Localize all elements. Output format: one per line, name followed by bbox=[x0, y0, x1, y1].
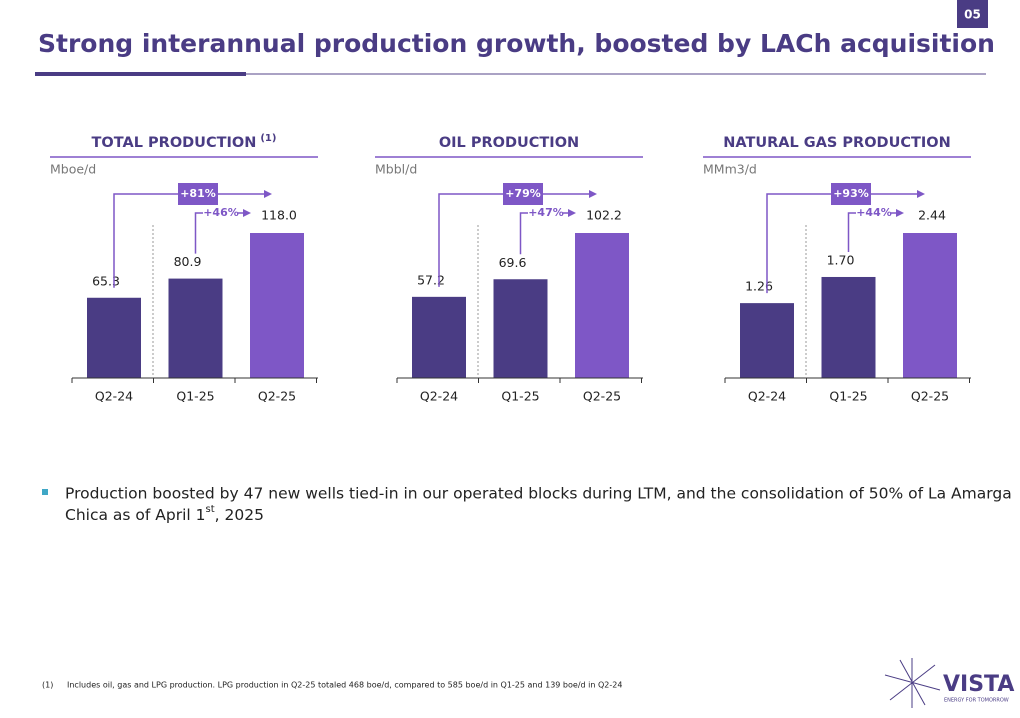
yoy-arrow bbox=[438, 193, 590, 287]
unit-label: Mboe/d bbox=[50, 162, 96, 177]
page-badge bbox=[957, 0, 988, 28]
yoy-label: +79% bbox=[505, 187, 541, 200]
value-label: 2.44 bbox=[918, 208, 946, 223]
yoy-label: +93% bbox=[833, 187, 869, 200]
qoq-label: +47% bbox=[528, 206, 564, 219]
footnote-text: Includes oil, gas and LPG production. LP… bbox=[67, 681, 622, 690]
bar bbox=[575, 233, 629, 378]
x-tick-label: Q2-25 bbox=[911, 389, 949, 404]
x-tick-label: Q2-24 bbox=[95, 389, 133, 404]
yoy-arrow bbox=[113, 193, 265, 288]
slide-title: Strong interannual production growth, bo… bbox=[38, 29, 995, 58]
arrow-head bbox=[917, 190, 925, 198]
logo-name: VISTA bbox=[943, 672, 1014, 697]
bullet-text: Chica as of April 1st, 2025 bbox=[65, 504, 264, 524]
logo-tagline: ENERGY FOR TOMORROW bbox=[944, 698, 1009, 704]
value-label: 69.6 bbox=[499, 255, 527, 270]
value-label: 57.2 bbox=[417, 272, 445, 287]
x-tick-label: Q2-24 bbox=[748, 389, 786, 404]
unit-label: Mbbl/d bbox=[375, 162, 417, 177]
chart-title: NATURAL GAS PRODUCTION bbox=[723, 135, 951, 151]
qoq-arrow bbox=[194, 212, 244, 254]
bullet-sup: st bbox=[205, 504, 214, 515]
bar bbox=[250, 233, 304, 378]
bar bbox=[493, 279, 548, 378]
qoq-label: +44% bbox=[856, 206, 892, 219]
value-label: 1.26 bbox=[745, 279, 773, 294]
x-tick-label: Q1-25 bbox=[829, 389, 867, 404]
chart-title: NATURAL GAS PRODUCTION bbox=[723, 135, 951, 151]
arrow-head bbox=[243, 209, 251, 217]
x-tick-label: Q2-24 bbox=[420, 389, 458, 404]
bar bbox=[903, 233, 957, 378]
chart-title-note: (1) bbox=[260, 133, 276, 144]
bullet-marker bbox=[42, 489, 48, 495]
bar bbox=[412, 296, 466, 378]
footnote-marker: (1) bbox=[42, 681, 53, 690]
bar bbox=[740, 303, 794, 378]
chart-title: TOTAL PRODUCTION bbox=[92, 135, 257, 151]
yoy-badge bbox=[831, 183, 871, 205]
chart-title: OIL PRODUCTION bbox=[439, 135, 579, 151]
yoy-badge bbox=[178, 183, 218, 205]
value-label: 102.2 bbox=[586, 208, 622, 223]
qoq-arrow bbox=[519, 212, 569, 255]
arrow-head bbox=[568, 209, 576, 217]
x-tick-label: Q2-25 bbox=[583, 389, 621, 404]
x-tick-label: Q1-25 bbox=[176, 389, 214, 404]
bar bbox=[821, 276, 876, 378]
x-tick-label: Q1-25 bbox=[501, 389, 539, 404]
charts: TOTAL PRODUCTION (1) Mboe/d Q2-24 65.3 Q1-25 8… bbox=[50, 133, 971, 404]
chart-title: TOTAL PRODUCTION (1) bbox=[92, 133, 277, 151]
x-tick-label: Q2-25 bbox=[258, 389, 296, 404]
chart-title: OIL PRODUCTION bbox=[439, 135, 579, 151]
bar bbox=[87, 297, 141, 378]
value-label: 80.9 bbox=[174, 254, 202, 269]
value-label: 1.70 bbox=[827, 252, 855, 267]
yoy-badge bbox=[503, 183, 543, 205]
bullet-text: Chica as of April 1 bbox=[65, 506, 205, 524]
bar bbox=[168, 278, 223, 378]
unit-label: MMm3/d bbox=[703, 162, 757, 177]
value-label: 65.3 bbox=[92, 273, 120, 288]
page-number: 05 bbox=[964, 8, 981, 22]
value-label: 118.0 bbox=[261, 208, 297, 223]
arrow-head bbox=[264, 190, 272, 198]
arrow-head bbox=[896, 209, 904, 217]
bullet-text: , 2025 bbox=[215, 506, 264, 524]
yoy-label: +81% bbox=[180, 187, 216, 200]
arrow-head bbox=[589, 190, 597, 198]
qoq-label: +46% bbox=[203, 206, 239, 219]
logo-star bbox=[884, 658, 941, 708]
bullet-text: Production boosted by 47 new wells tied-… bbox=[65, 485, 1012, 503]
